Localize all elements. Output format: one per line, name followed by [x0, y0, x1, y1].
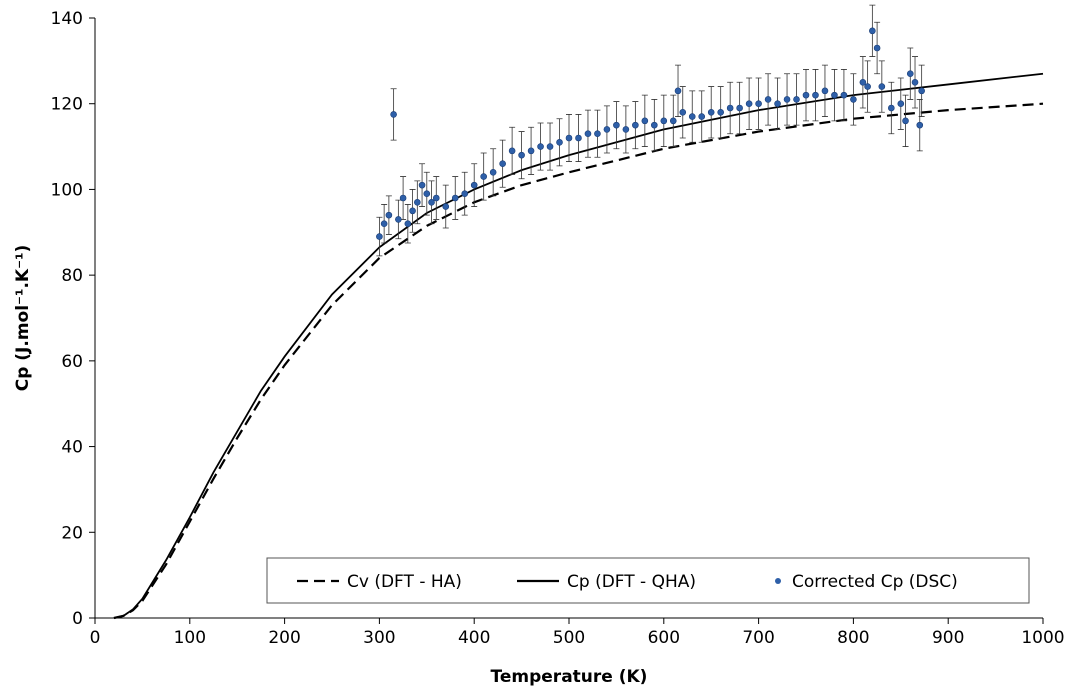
data-point	[755, 100, 762, 108]
data-point	[565, 134, 573, 142]
data-point	[518, 151, 525, 159]
data-point	[783, 96, 791, 103]
data-point	[812, 91, 819, 99]
data-point	[745, 100, 753, 108]
data-point	[376, 233, 383, 240]
data-point	[423, 190, 431, 198]
data-point	[390, 111, 397, 118]
data-point	[774, 100, 781, 108]
data-point	[793, 96, 800, 103]
y-tick-label: 20	[61, 523, 83, 543]
data-point	[470, 181, 478, 189]
data-point	[679, 108, 687, 116]
data-point	[674, 87, 682, 95]
data-point	[489, 168, 497, 176]
y-tick-label: 0	[72, 609, 83, 629]
curve	[113, 72, 1044, 619]
data-point	[736, 104, 743, 112]
data-point	[594, 130, 601, 138]
y-tick-label: 100	[51, 180, 83, 200]
data-point	[916, 121, 924, 129]
x-tick-label: 0	[90, 628, 101, 648]
data-point	[399, 194, 407, 202]
data-point	[878, 83, 886, 90]
data-point	[864, 83, 871, 90]
x-tick-label: 400	[458, 628, 490, 648]
y-tick-label: 140	[51, 9, 83, 29]
data-point	[414, 198, 421, 206]
data-point	[717, 108, 724, 116]
x-axis-title: Temperature (K)	[491, 667, 648, 687]
data-point	[764, 96, 772, 103]
data-point	[556, 138, 563, 146]
x-tick-label: 200	[268, 628, 300, 648]
data-point	[428, 198, 435, 206]
x-tick-label: 600	[648, 628, 680, 648]
data-point	[641, 117, 649, 125]
data-point	[404, 220, 412, 228]
y-tick-label: 80	[61, 266, 83, 286]
data-point	[669, 117, 677, 125]
data-point	[613, 121, 620, 129]
x-tick-label: 100	[174, 628, 206, 648]
data-point	[850, 96, 857, 103]
data-point	[461, 190, 469, 198]
data-point	[651, 121, 658, 129]
data-point	[508, 147, 516, 155]
data-point	[897, 100, 905, 108]
x-tick-label: 500	[553, 628, 585, 648]
legend-label: Cv (DFT - HA)	[347, 572, 462, 592]
data-point	[859, 78, 867, 86]
data-point	[418, 181, 426, 189]
data-point	[527, 147, 535, 155]
legend-label: Cp (DFT - QHA)	[567, 572, 696, 592]
x-tick-label: 700	[742, 628, 774, 648]
data-point	[869, 27, 876, 35]
data-point	[451, 194, 459, 202]
data-point	[409, 207, 416, 215]
data-point	[432, 194, 440, 202]
data-point	[831, 91, 838, 99]
x-tick-label: 300	[363, 628, 395, 648]
data-point	[480, 173, 487, 180]
data-point	[622, 126, 630, 133]
data-point	[906, 70, 914, 78]
data-point	[380, 220, 388, 228]
legend-label: Corrected Cp (DSC)	[792, 572, 958, 592]
data-point	[395, 216, 402, 223]
data-point	[698, 113, 706, 120]
y-tick-label: 120	[51, 95, 83, 115]
legend-marker	[775, 578, 781, 584]
y-axis-title: Cp (J.mol⁻¹.K⁻¹)	[13, 245, 33, 392]
data-point	[707, 108, 715, 116]
x-tick-label: 800	[837, 628, 869, 648]
data-point	[821, 87, 829, 95]
data-point	[584, 130, 592, 138]
data-point	[385, 211, 393, 219]
data-point	[911, 78, 919, 86]
data-point	[632, 121, 639, 129]
x-tick-label: 1000	[1021, 628, 1064, 648]
y-tick-label: 60	[61, 352, 83, 372]
legend-box	[266, 557, 1030, 604]
data-point	[603, 126, 611, 133]
data-point	[902, 117, 909, 125]
data-point	[688, 113, 696, 120]
curve	[113, 102, 1044, 620]
data-point	[499, 160, 506, 168]
data-point	[726, 104, 734, 112]
data-point	[918, 87, 925, 95]
y-tick-label: 40	[61, 438, 83, 458]
data-point	[546, 143, 554, 150]
data-point	[840, 91, 848, 99]
data-point	[537, 143, 544, 150]
data-point	[575, 134, 582, 142]
data-point	[660, 117, 668, 125]
x-tick-label: 900	[932, 628, 964, 648]
data-point	[802, 91, 810, 99]
data-point	[888, 104, 895, 112]
data-point	[442, 203, 450, 210]
data-point	[873, 44, 881, 52]
